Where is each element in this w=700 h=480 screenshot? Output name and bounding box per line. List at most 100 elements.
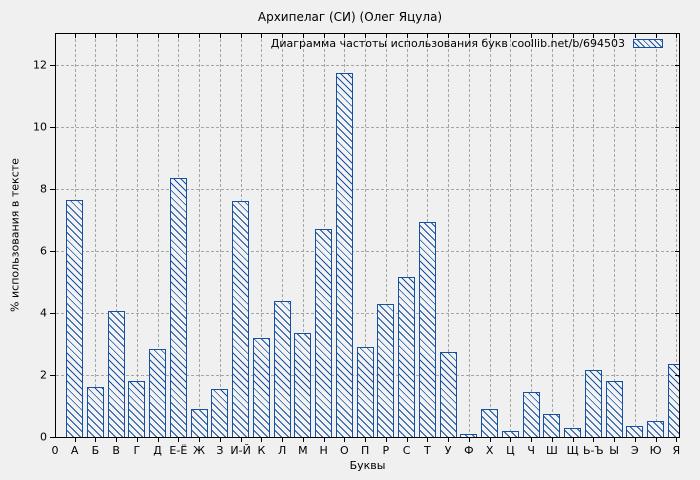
x-tick-mark-mirror	[531, 34, 533, 38]
v-gridline	[385, 34, 387, 437]
bar-М	[294, 333, 312, 437]
x-tick-mark-mirror	[551, 34, 553, 38]
x-tick-mark	[136, 437, 138, 442]
plot-area: Диаграмма частоты использования букв coo…	[33, 33, 680, 457]
x-tick-mark-mirror	[95, 34, 97, 38]
bar-Ы	[605, 381, 623, 437]
x-tick-label: Ф	[464, 444, 474, 457]
y-tick-label: 0	[40, 430, 47, 444]
x-tick-label-origin: 0	[51, 444, 59, 457]
bar-Д	[149, 349, 167, 437]
x-tick-mark-mirror	[510, 34, 512, 38]
v-gridline	[634, 34, 636, 437]
x-tick-mark	[344, 437, 346, 442]
bar-Х	[481, 409, 499, 437]
h-gridline	[56, 189, 679, 190]
x-tick-mark	[593, 437, 595, 442]
y-tick-mark	[50, 126, 55, 128]
y-tick-label: 6	[40, 244, 47, 258]
x-tick-mark-mirror	[344, 34, 346, 38]
y-tick-mark	[50, 436, 55, 438]
x-tick-mark	[489, 437, 491, 442]
x-tick-mark	[448, 437, 450, 442]
x-tick-mark	[468, 437, 470, 442]
x-tick-mark-mirror	[199, 34, 201, 38]
bar-Г	[128, 381, 146, 437]
bar-П	[356, 347, 374, 437]
v-gridline	[136, 34, 138, 437]
v-gridline	[219, 34, 221, 437]
bar-Ж	[190, 409, 208, 437]
x-tick-mark-mirror	[489, 34, 491, 38]
x-tick-mark-mirror	[634, 34, 636, 38]
x-tick-label: Ч	[527, 444, 535, 457]
x-tick-mark	[531, 437, 533, 442]
x-tick-mark-mirror	[302, 34, 304, 38]
bar-Н	[315, 229, 333, 437]
v-gridline	[116, 34, 118, 437]
h-gridline	[56, 251, 679, 252]
x-tick-mark-mirror	[427, 34, 429, 38]
v-gridline	[593, 34, 595, 437]
v-gridline	[199, 34, 201, 437]
x-tick-label: У	[444, 444, 452, 457]
v-gridline	[551, 34, 553, 437]
legend: Диаграмма частоты использования букв coo…	[271, 37, 663, 50]
x-tick-label: Щ	[566, 444, 579, 457]
y-tick-label: 2	[40, 368, 47, 382]
x-tick-label: Е-Ё	[169, 444, 188, 457]
bar-Ю	[647, 421, 665, 437]
x-tick-label: Х	[485, 444, 494, 457]
h-gridline	[56, 127, 679, 128]
v-gridline	[157, 34, 159, 437]
x-tick-mark-mirror	[614, 34, 616, 38]
x-tick-mark	[95, 437, 97, 442]
v-gridline	[282, 34, 284, 437]
x-tick-mark	[219, 437, 221, 442]
v-gridline	[489, 34, 491, 437]
x-tick-label: Т	[423, 444, 431, 457]
y-tick-mark-mirror	[675, 126, 679, 128]
v-gridline	[510, 34, 512, 437]
x-tick-mark	[572, 437, 574, 442]
h-gridline	[56, 65, 679, 66]
x-tick-mark-mirror	[116, 34, 118, 38]
x-tick-mark-mirror	[261, 34, 263, 38]
x-tick-mark-mirror	[178, 34, 180, 38]
v-gridline	[406, 34, 408, 437]
x-tick-label: К	[257, 444, 266, 457]
x-tick-mark-mirror	[365, 34, 367, 38]
v-gridline	[365, 34, 367, 437]
bar-У	[439, 352, 457, 437]
x-tick-mark-mirror	[593, 34, 595, 38]
x-tick-mark-mirror	[282, 34, 284, 38]
x-tick-mark	[199, 437, 201, 442]
y-tick-mark	[50, 250, 55, 252]
x-tick-mark	[510, 437, 512, 442]
x-tick-mark-mirror	[323, 34, 325, 38]
bar-Е-Ё	[169, 178, 187, 437]
x-tick-label: Ж	[193, 444, 206, 457]
x-tick-label: Ь-Ъ	[583, 444, 604, 457]
v-gridline	[95, 34, 97, 437]
x-tick-mark-mirror	[157, 34, 159, 38]
y-axis-label: % использования в тексте	[8, 158, 22, 312]
bar-З	[211, 389, 229, 437]
bar-О	[335, 73, 353, 437]
x-tick-mark-mirror	[406, 34, 408, 38]
h-gridline	[56, 313, 679, 314]
bar-Ь-Ъ	[584, 370, 602, 437]
x-tick-mark	[655, 437, 657, 442]
bar-Ф	[460, 434, 478, 437]
bar-Ч	[522, 392, 540, 437]
x-tick-mark	[157, 437, 159, 442]
v-gridline	[448, 34, 450, 437]
x-tick-label: Я	[672, 444, 681, 457]
y-tick-label: 12	[33, 58, 47, 72]
bar-Б	[86, 387, 104, 437]
bar-Т	[418, 222, 436, 437]
v-gridline	[676, 34, 678, 437]
v-gridline	[531, 34, 533, 437]
x-tick-mark-mirror	[448, 34, 450, 38]
